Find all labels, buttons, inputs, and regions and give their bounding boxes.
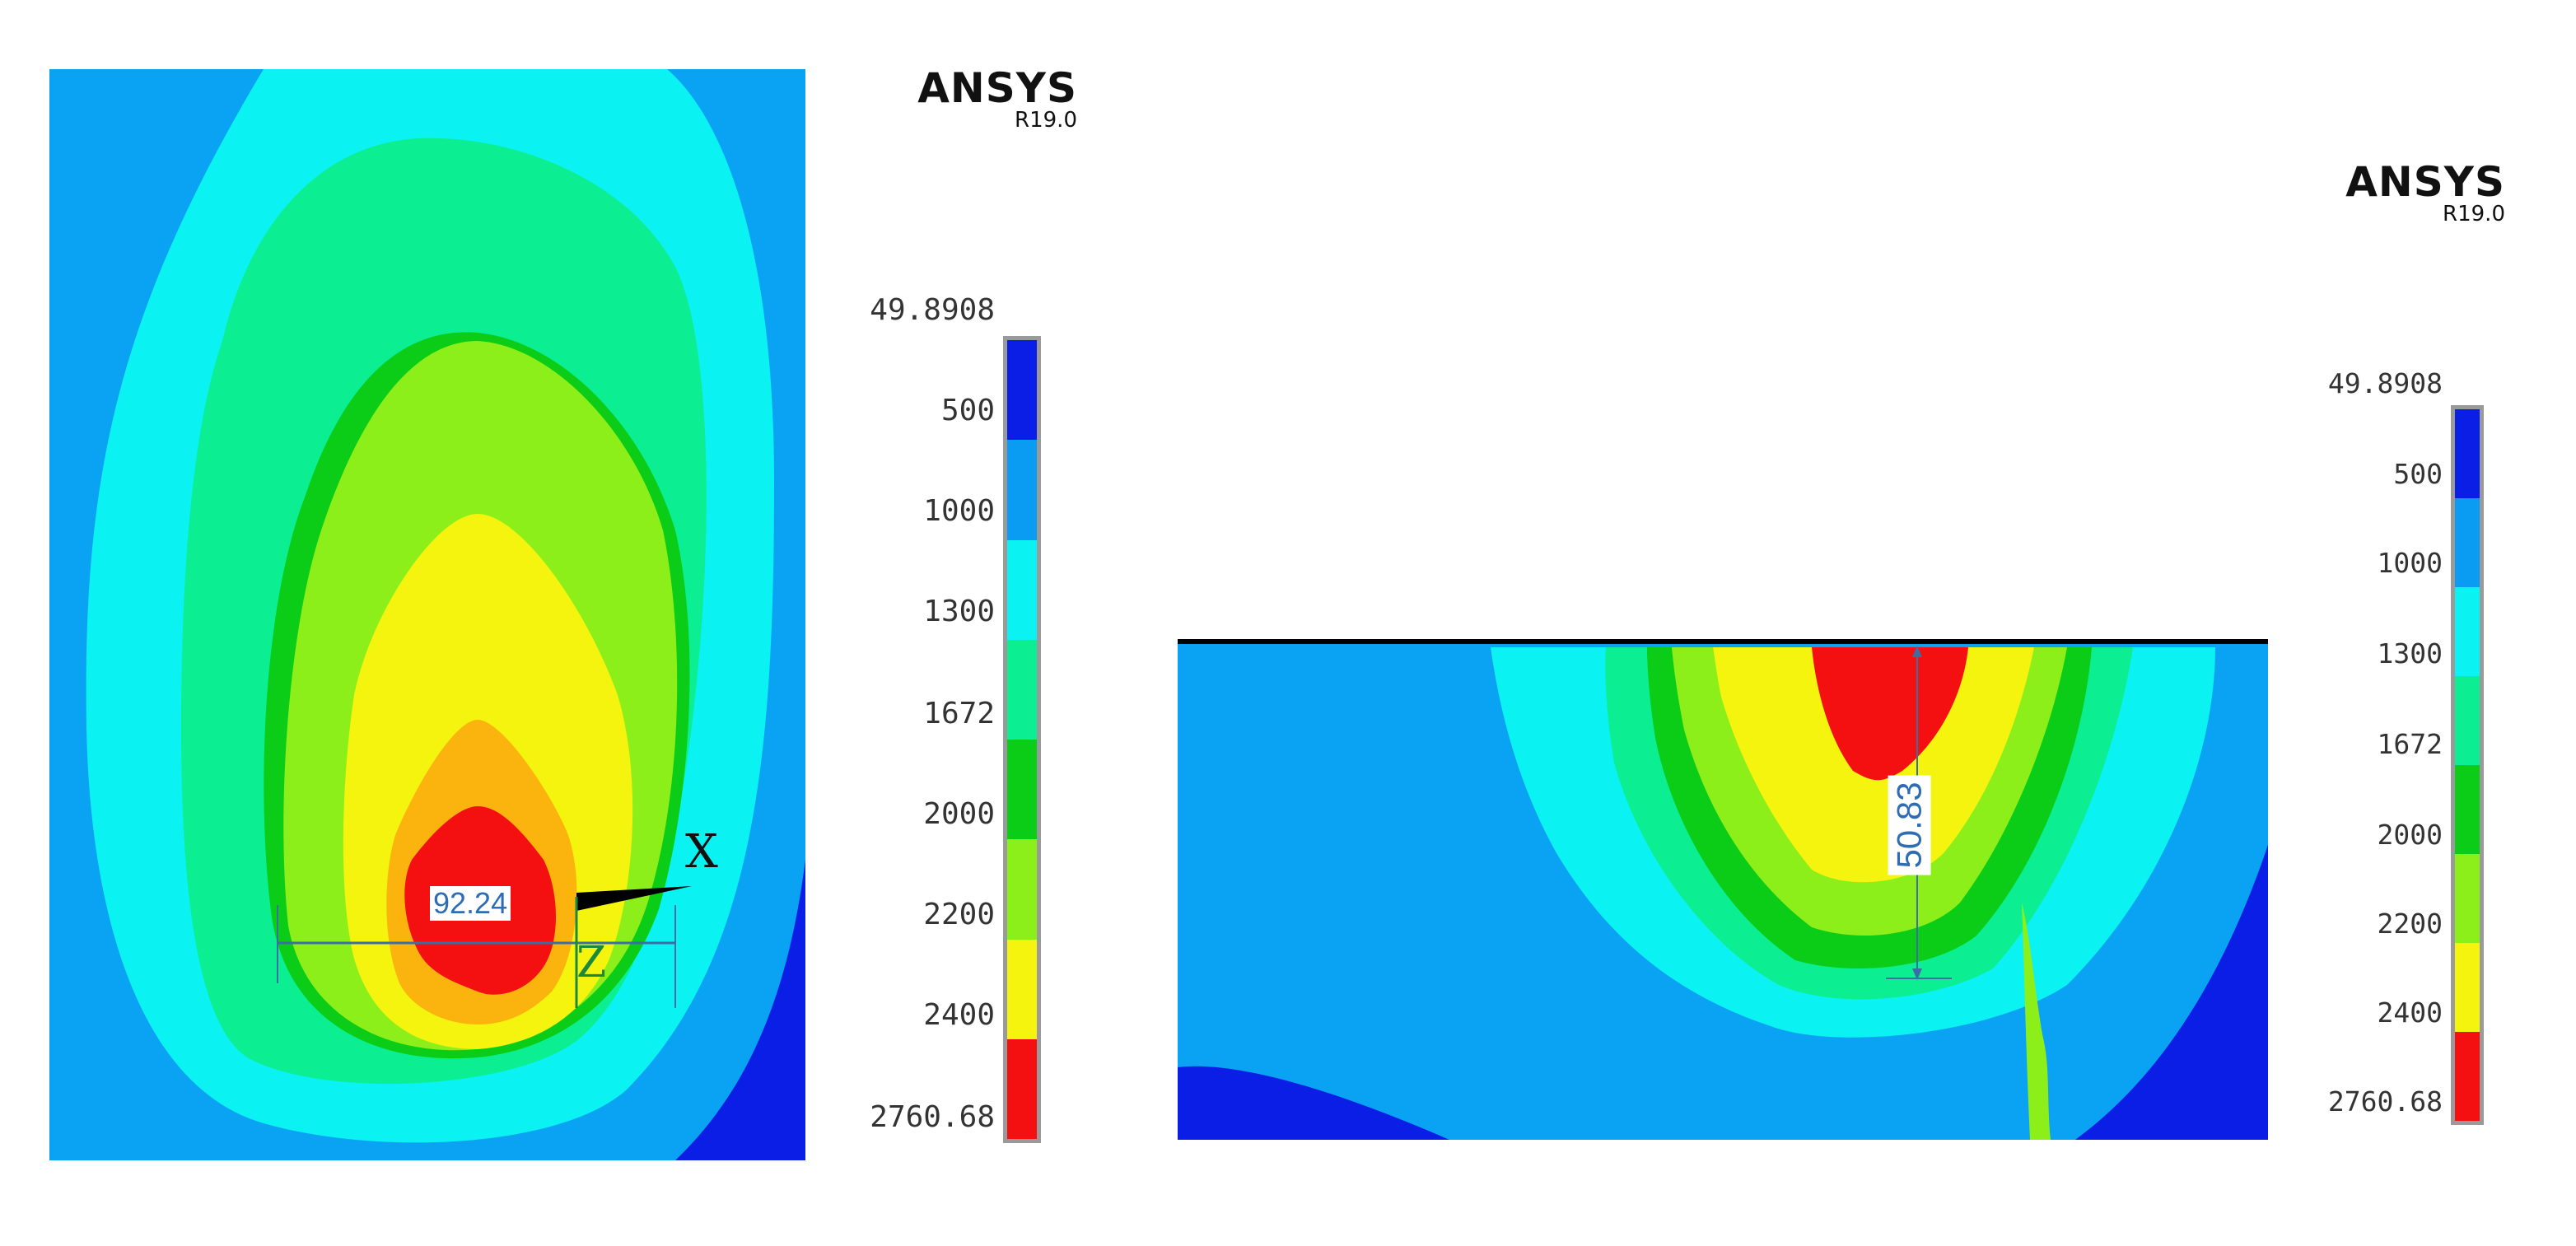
legend-band-1 [2455,409,2480,498]
right-ansys-version: R19.0 [2443,202,2505,226]
legend-tick: 500 [940,394,995,427]
section-band-dark-blue-right [2075,845,2268,1140]
legend-band-4 [1007,639,1037,740]
legend-band-6 [1007,839,1037,940]
legend-tick: 1000 [923,494,995,528]
legend-band-5 [2455,765,2480,854]
legend-tick: 2000 [923,797,995,831]
left-ansys-version: R19.0 [1015,108,1077,133]
legend-tick: 1672 [2377,728,2443,760]
legend-band-1 [1007,340,1037,441]
legend-tick: 2760.68 [870,1100,995,1134]
z-axis-label: Z [576,938,607,987]
right-legend-bar [2451,405,2484,1125]
left-contour-svg [49,69,805,1160]
right-ansys-brand: ANSYS R19.0 [2289,161,2505,226]
right-ansys-name: ANSYS [2345,158,2505,206]
legend-band-5 [1007,740,1037,840]
right-contour-svg [1178,639,2268,1140]
legend-tick: 2200 [2377,908,2443,940]
legend-band-7 [1007,939,1037,1039]
contour-band-dark-blue [675,860,805,1160]
right-dimension-label: 50.83 [1888,775,1931,875]
x-axis-arrow-icon [576,886,692,911]
left-ansys-brand: ANSYS R19.0 [832,68,1077,132]
legend-tick: 2400 [2377,996,2443,1029]
left-legend-bar [1003,336,1041,1143]
section-weld-strip [2022,903,2051,1140]
legend-tick: 2760.68 [2327,1085,2443,1118]
left-ansys-name: ANSYS [917,64,1077,112]
legend-tick: 1300 [923,595,995,628]
legend-tick: 49.8908 [2327,367,2443,399]
legend-band-8 [2455,1032,2480,1121]
legend-tick: 2400 [923,998,995,1032]
left-contour-plot: 92.24 X Z [49,69,805,1160]
depth-arrow-down-icon [1912,968,1922,980]
legend-tick: 2000 [2377,819,2443,851]
section-band-dark-blue-left [1178,1066,1449,1140]
left-panel: 92.24 X Z ANSYS R19.0 49.8908 500 1000 1… [0,0,1095,1246]
legend-tick: 49.8908 [870,293,995,327]
legend-band-4 [2455,676,2480,765]
legend-band-3 [2455,587,2480,676]
legend-band-8 [1007,1038,1037,1139]
x-axis-label: X [685,825,718,879]
legend-band-3 [1007,539,1037,640]
legend-band-2 [2455,498,2480,587]
legend-band-2 [1007,440,1037,540]
depth-arrow-up-icon [1912,646,1922,657]
legend-tick: 1000 [2377,547,2443,579]
legend-band-7 [2455,943,2480,1032]
legend-tick: 500 [2393,458,2443,490]
legend-band-6 [2455,854,2480,943]
right-contour-plot: 50.83 [1178,639,2268,1140]
right-panel: 50.83 ANSYS R19.0 49.8908 500 1000 1300 … [1095,0,2576,1246]
section-band-red [1812,647,1968,781]
left-dimension-label: 92.24 [430,886,511,921]
legend-tick: 2200 [923,898,995,931]
legend-tick: 1300 [2377,637,2443,670]
legend-tick: 1672 [923,697,995,730]
